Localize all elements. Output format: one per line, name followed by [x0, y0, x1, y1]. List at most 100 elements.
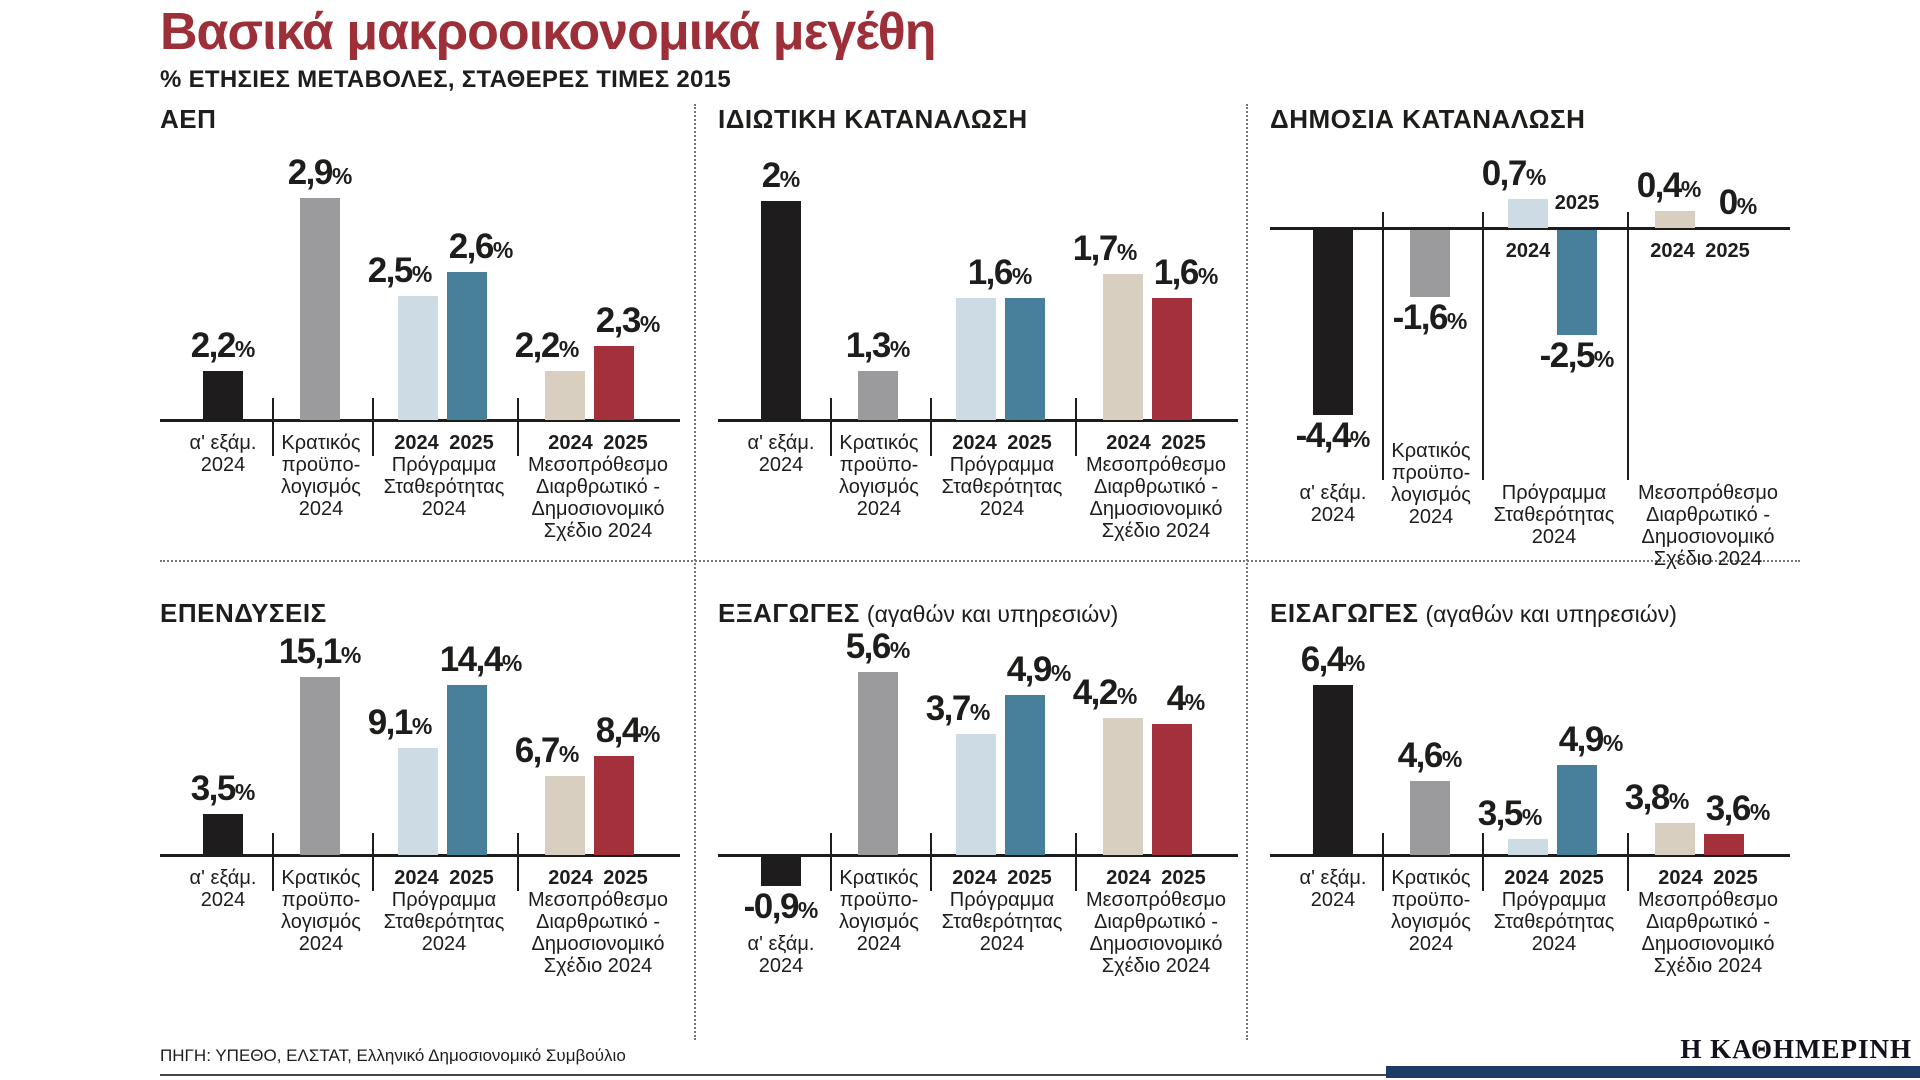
value-number: -0,9 — [743, 887, 800, 926]
imports-bar-mtsp-2025 — [1704, 834, 1744, 855]
group-label-line: λογισμός — [281, 911, 361, 933]
group-label-line: προϋπο- — [281, 454, 361, 476]
value-number: 3,7 — [925, 689, 972, 728]
value-number: 3,5 — [190, 769, 237, 808]
value-number: 2,2 — [190, 326, 237, 365]
value-number: 9,1 — [367, 703, 414, 742]
imports-group-label-0: α' εξάμ. 2024 — [1273, 867, 1393, 911]
exports-bar-mtsp-2024 — [1103, 718, 1143, 855]
chart-gdp: ΑΕΠ 2,2% 2,9% 2,5% 2,6% 2,2% 2,3% α' εξάμ. 2024… — [160, 96, 685, 574]
group-label-line: Διαρθρωτικό - — [535, 911, 660, 933]
group-label-line: λογισμός — [281, 476, 361, 498]
value-number: 4 — [1166, 679, 1186, 718]
chart-title-suffix: (αγαθών και υπηρεσιών) — [866, 601, 1119, 627]
group-label-line: Σχέδιο 2024 — [543, 520, 653, 542]
imports-bar-h1-2024 — [1313, 685, 1353, 855]
years-line: 2024 2025 — [1658, 867, 1758, 889]
value-number: 3,8 — [1624, 778, 1671, 817]
percent-sign: % — [234, 779, 256, 805]
group-label-line: Σχέδιο 2024 — [1653, 548, 1763, 570]
percent-sign: % — [1680, 176, 1702, 202]
value-number: 6,4 — [1300, 640, 1347, 679]
group-label-line: Πρόγραμμα — [391, 454, 497, 476]
investments-bar-stability-2024 — [398, 748, 438, 855]
value-number: 5,6 — [845, 627, 892, 666]
percent-sign: % — [1011, 263, 1033, 289]
group-label-line: α' εξάμ. — [189, 432, 257, 454]
page-title: Βασικά μακροοικονομικά μεγέθη — [160, 3, 937, 61]
exports-value-label-mtsp-2024: 4,2% — [1045, 672, 1165, 717]
gdp-group-tick — [517, 398, 519, 456]
public-consumption-year-label-2025: 2025 — [1554, 192, 1600, 214]
percent-sign: % — [1197, 263, 1219, 289]
group-label-line: α' εξάμ. — [747, 432, 815, 454]
group-label-line: προϋπο- — [839, 889, 919, 911]
value-number: 3,6 — [1705, 789, 1752, 828]
chart-title-text: ΙΔΙΩΤΙΚΗ ΚΑΤΑΝΑΛΩΣΗ — [718, 104, 1028, 134]
public-consumption-bar-h1-2024 — [1313, 230, 1353, 415]
gdp-group-tick — [372, 398, 374, 456]
imports-value-label-mtsp-2024: 3,8% — [1597, 777, 1717, 822]
kathimerini-logo: Η ΚΑΘΗΜΕΡΙΝΗ — [1680, 1034, 1912, 1064]
imports-bar-stability-2024 — [1508, 839, 1548, 855]
percent-sign: % — [889, 336, 911, 362]
gdp-bar-h1-2024 — [203, 371, 243, 420]
group-label-line: προϋπο- — [839, 454, 919, 476]
years-line: 2024 2025 — [1106, 432, 1206, 454]
column-divider — [694, 104, 696, 1040]
investments-bar-stability-2025 — [447, 685, 487, 855]
row-divider — [160, 560, 1800, 562]
value-number: 3,5 — [1477, 794, 1524, 833]
group-label-line: α' εξάμ. — [189, 867, 257, 889]
group-label-line: Μεσοπρόθεσμο — [1085, 889, 1227, 911]
value-number: 2,9 — [287, 153, 334, 192]
page-subtitle: % ΕΤΗΣΙΕΣ ΜΕΤΑΒΟΛΕΣ, ΣΤΑΘΕΡΕΣ ΤΙΜΕΣ 2015 — [160, 66, 731, 93]
investments-bar-state-budget-2024 — [300, 677, 340, 855]
percent-sign: % — [1184, 689, 1206, 715]
investments-group-label-2: 2024 2025 Πρόγραμμα Σταθερότητας 2024 — [369, 867, 519, 955]
public-consumption-value-label-stability-2024: 0,7% — [1454, 153, 1574, 198]
group-label-line: Σταθερότητας — [383, 911, 505, 933]
public-consumption-group-tick — [1627, 212, 1629, 480]
percent-sign: % — [1116, 683, 1138, 709]
column-divider — [1246, 104, 1248, 1040]
investments-value-label-mtsp-2025: 8,4% — [568, 710, 688, 755]
exports-bar-mtsp-2025 — [1152, 724, 1192, 855]
gdp-value-label-stability-2024: 2,5% — [340, 250, 460, 295]
private-consumption-value-label-stability-2024: 1,6% — [940, 252, 1060, 297]
percent-sign: % — [1593, 346, 1615, 372]
exports-axis-line — [718, 854, 1238, 857]
imports-value-label-h1-2024: 6,4% — [1273, 639, 1393, 684]
years-line: 2024 2025 — [1106, 867, 1206, 889]
chart-private-consumption: ΙΔΙΩΤΙΚΗ ΚΑΤΑΝΑΛΩΣΗ 2% 1,3% 1,6% 1,7% 1,6% α'… — [718, 96, 1243, 574]
chart-title-text: ΑΕΠ — [160, 104, 217, 134]
group-label-line: Δημοσιονομικό — [531, 498, 665, 520]
group-label-line: λογισμός — [839, 476, 919, 498]
percent-sign: % — [1050, 660, 1072, 686]
chart-investments: ΕΠΕΝΔΥΣΕΙΣ 3,5% 15,1% 9,1% 14,4% 6,7% 8,4% α' … — [160, 590, 685, 1042]
imports-value-label-mtsp-2025: 3,6% — [1678, 788, 1798, 833]
percent-sign: % — [797, 897, 819, 923]
chart-imports: ΕΙΣΑΓΩΓΕΣ (αγαθών και υπηρεσιών) 6,4% 4,6%… — [1270, 590, 1795, 1042]
value-number: -2,5 — [1539, 336, 1596, 375]
years-line: 2024 2025 — [1504, 867, 1604, 889]
group-label-line: Δημοσιονομικό — [1089, 498, 1223, 520]
value-number: -1,6 — [1392, 298, 1449, 337]
private-consumption-value-label-state-budget-2024: 1,3% — [818, 325, 938, 370]
chart-exports: ΕΞΑΓΩΓΕΣ (αγαθών και υπηρεσιών) -0,9% 5,6%… — [718, 590, 1243, 1042]
imports-axis-line — [1270, 854, 1790, 857]
footer-rule — [160, 1074, 1386, 1076]
imports-group-tick — [1382, 833, 1384, 891]
chart-title-text: ΔΗΜΟΣΙΑ ΚΑΤΑΝΑΛΩΣΗ — [1270, 104, 1586, 134]
percent-sign: % — [501, 650, 523, 676]
group-label-line: Κρατικός — [1391, 440, 1471, 462]
percent-sign: % — [1344, 650, 1366, 676]
exports-group-label-3: 2024 2025 Μεσοπρόθεσμο Διαρθρωτικό - Δημοσι… — [1069, 867, 1244, 977]
exports-group-tick — [1075, 833, 1077, 891]
value-number: 0,7 — [1481, 154, 1528, 193]
imports-bar-stability-2025 — [1557, 765, 1597, 855]
group-label-line: α' εξάμ. — [1299, 482, 1367, 504]
value-number: 1,7 — [1072, 229, 1119, 268]
value-number: 4,9 — [1558, 720, 1605, 759]
public-consumption-value-label-h1-2024: -4,4% — [1273, 415, 1393, 460]
